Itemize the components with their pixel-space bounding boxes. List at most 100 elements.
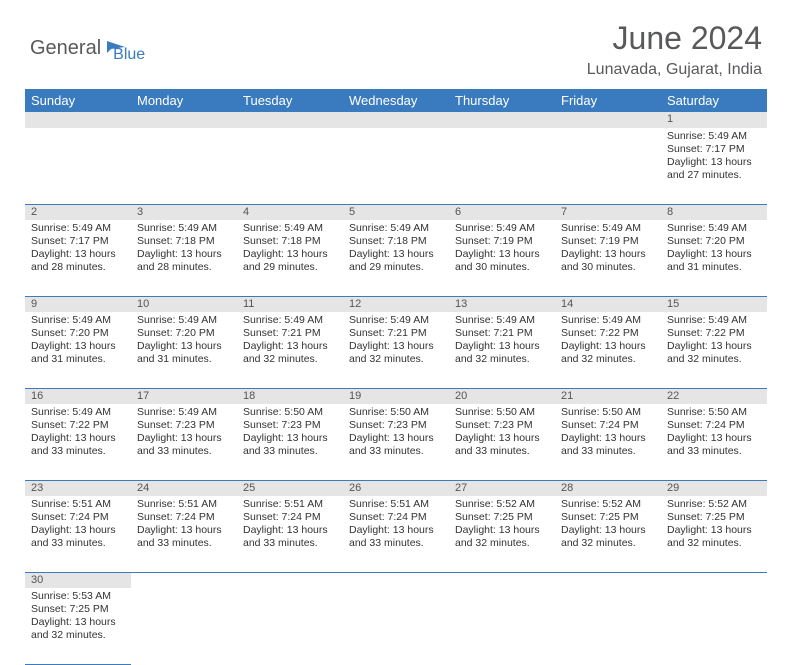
daylight-text: Daylight: 13 hours and 30 minutes. [561, 248, 655, 274]
day-number-cell: 15 [661, 296, 767, 312]
sunset-text: Sunset: 7:22 PM [667, 327, 761, 340]
day-content-row: Sunrise: 5:49 AMSunset: 7:17 PMDaylight:… [25, 128, 767, 204]
weekday-header: Saturday [661, 89, 767, 112]
day-number-row: 23242526272829 [25, 480, 767, 496]
sunrise-text: Sunrise: 5:49 AM [243, 222, 337, 235]
day-cell-content: Sunrise: 5:51 AMSunset: 7:24 PMDaylight:… [343, 496, 449, 555]
sunrise-text: Sunrise: 5:49 AM [349, 314, 443, 327]
day-cell-content: Sunrise: 5:50 AMSunset: 7:23 PMDaylight:… [237, 404, 343, 463]
calendar-table: SundayMondayTuesdayWednesdayThursdayFrid… [25, 89, 767, 665]
sunset-text: Sunset: 7:18 PM [243, 235, 337, 248]
weekday-header: Wednesday [343, 89, 449, 112]
day-cell [131, 588, 237, 664]
day-number-cell [449, 572, 555, 588]
day-number-cell [343, 572, 449, 588]
weekday-header: Monday [131, 89, 237, 112]
day-cell: Sunrise: 5:50 AMSunset: 7:23 PMDaylight:… [343, 404, 449, 480]
day-number-cell [25, 112, 131, 128]
day-cell [131, 128, 237, 204]
day-cell-content: Sunrise: 5:49 AMSunset: 7:19 PMDaylight:… [449, 220, 555, 279]
day-cell [555, 128, 661, 204]
day-number-cell: 21 [555, 388, 661, 404]
sunrise-text: Sunrise: 5:49 AM [137, 314, 231, 327]
sunrise-text: Sunrise: 5:52 AM [561, 498, 655, 511]
sunset-text: Sunset: 7:18 PM [137, 235, 231, 248]
sunrise-text: Sunrise: 5:49 AM [667, 222, 761, 235]
sunrise-text: Sunrise: 5:50 AM [667, 406, 761, 419]
sunset-text: Sunset: 7:23 PM [455, 419, 549, 432]
sunrise-text: Sunrise: 5:49 AM [455, 222, 549, 235]
sunrise-text: Sunrise: 5:49 AM [137, 222, 231, 235]
day-content-row: Sunrise: 5:49 AMSunset: 7:20 PMDaylight:… [25, 312, 767, 388]
day-cell [449, 588, 555, 664]
day-content-row: Sunrise: 5:49 AMSunset: 7:17 PMDaylight:… [25, 220, 767, 296]
day-number-cell [237, 572, 343, 588]
sunrise-text: Sunrise: 5:49 AM [349, 222, 443, 235]
day-number-row: 16171819202122 [25, 388, 767, 404]
daylight-text: Daylight: 13 hours and 29 minutes. [349, 248, 443, 274]
sunset-text: Sunset: 7:17 PM [667, 143, 761, 156]
day-cell: Sunrise: 5:51 AMSunset: 7:24 PMDaylight:… [25, 496, 131, 572]
sunrise-text: Sunrise: 5:49 AM [243, 314, 337, 327]
day-number-cell: 26 [343, 480, 449, 496]
day-cell: Sunrise: 5:51 AMSunset: 7:24 PMDaylight:… [131, 496, 237, 572]
day-number-cell [131, 572, 237, 588]
daylight-text: Daylight: 13 hours and 29 minutes. [243, 248, 337, 274]
day-number-cell: 7 [555, 204, 661, 220]
sunset-text: Sunset: 7:22 PM [31, 419, 125, 432]
day-number-cell: 22 [661, 388, 767, 404]
sunrise-text: Sunrise: 5:52 AM [455, 498, 549, 511]
day-cell-content: Sunrise: 5:51 AMSunset: 7:24 PMDaylight:… [25, 496, 131, 555]
daylight-text: Daylight: 13 hours and 33 minutes. [561, 432, 655, 458]
day-number-cell: 19 [343, 388, 449, 404]
day-cell: Sunrise: 5:50 AMSunset: 7:24 PMDaylight:… [555, 404, 661, 480]
daylight-text: Daylight: 13 hours and 33 minutes. [243, 524, 337, 550]
sunrise-text: Sunrise: 5:49 AM [31, 222, 125, 235]
header: General Blue June 2024 Lunavada, Gujarat… [0, 0, 792, 89]
day-cell: Sunrise: 5:49 AMSunset: 7:18 PMDaylight:… [237, 220, 343, 296]
day-number-cell: 5 [343, 204, 449, 220]
daylight-text: Daylight: 13 hours and 32 minutes. [667, 340, 761, 366]
sunset-text: Sunset: 7:25 PM [561, 511, 655, 524]
daylight-text: Daylight: 13 hours and 31 minutes. [31, 340, 125, 366]
sunset-text: Sunset: 7:19 PM [561, 235, 655, 248]
daylight-text: Daylight: 13 hours and 28 minutes. [31, 248, 125, 274]
sunset-text: Sunset: 7:24 PM [243, 511, 337, 524]
day-cell: Sunrise: 5:49 AMSunset: 7:17 PMDaylight:… [661, 128, 767, 204]
day-number-cell: 4 [237, 204, 343, 220]
daylight-text: Daylight: 13 hours and 32 minutes. [31, 616, 125, 642]
daylight-text: Daylight: 13 hours and 32 minutes. [455, 340, 549, 366]
day-cell: Sunrise: 5:49 AMSunset: 7:18 PMDaylight:… [343, 220, 449, 296]
day-cell: Sunrise: 5:51 AMSunset: 7:24 PMDaylight:… [237, 496, 343, 572]
sunset-text: Sunset: 7:20 PM [667, 235, 761, 248]
day-number-cell: 30 [25, 572, 131, 588]
weekday-header: Friday [555, 89, 661, 112]
day-cell: Sunrise: 5:49 AMSunset: 7:21 PMDaylight:… [449, 312, 555, 388]
day-cell-content: Sunrise: 5:49 AMSunset: 7:22 PMDaylight:… [661, 312, 767, 371]
day-cell-content: Sunrise: 5:52 AMSunset: 7:25 PMDaylight:… [661, 496, 767, 555]
day-cell [343, 128, 449, 204]
sunrise-text: Sunrise: 5:49 AM [561, 222, 655, 235]
sunset-text: Sunset: 7:20 PM [31, 327, 125, 340]
sunset-text: Sunset: 7:24 PM [349, 511, 443, 524]
day-cell: Sunrise: 5:50 AMSunset: 7:23 PMDaylight:… [237, 404, 343, 480]
weekday-header-row: SundayMondayTuesdayWednesdayThursdayFrid… [25, 89, 767, 112]
day-cell: Sunrise: 5:49 AMSunset: 7:17 PMDaylight:… [25, 220, 131, 296]
sunset-text: Sunset: 7:23 PM [349, 419, 443, 432]
day-number-row: 30 [25, 572, 767, 588]
day-cell: Sunrise: 5:49 AMSunset: 7:21 PMDaylight:… [343, 312, 449, 388]
weekday-header: Thursday [449, 89, 555, 112]
day-cell-content: Sunrise: 5:49 AMSunset: 7:21 PMDaylight:… [343, 312, 449, 371]
location: Lunavada, Gujarat, India [587, 61, 762, 79]
sunrise-text: Sunrise: 5:49 AM [31, 314, 125, 327]
logo-text-blue: Blue [113, 32, 145, 64]
sunset-text: Sunset: 7:24 PM [31, 511, 125, 524]
daylight-text: Daylight: 13 hours and 32 minutes. [561, 524, 655, 550]
day-number-cell: 2 [25, 204, 131, 220]
day-cell [661, 588, 767, 664]
daylight-text: Daylight: 13 hours and 32 minutes. [561, 340, 655, 366]
sunset-text: Sunset: 7:20 PM [137, 327, 231, 340]
daylight-text: Daylight: 13 hours and 32 minutes. [667, 524, 761, 550]
day-cell [449, 128, 555, 204]
day-cell-content: Sunrise: 5:52 AMSunset: 7:25 PMDaylight:… [555, 496, 661, 555]
